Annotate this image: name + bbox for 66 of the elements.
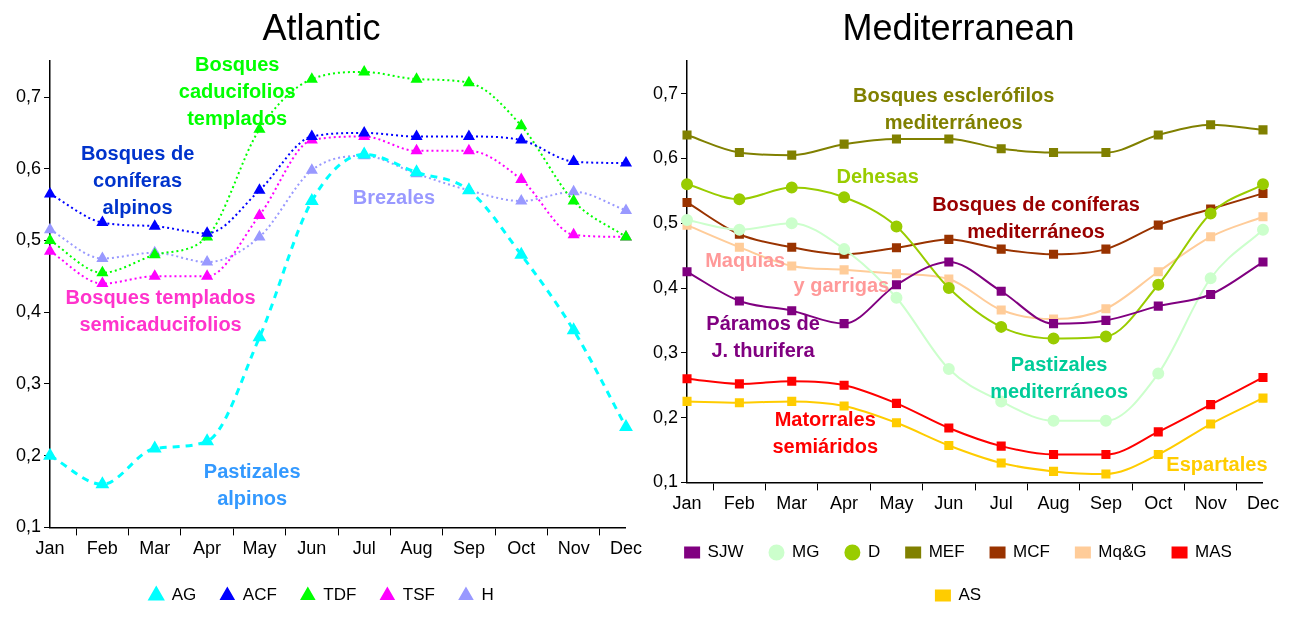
chart-title: Atlantic xyxy=(262,6,381,48)
x-tick-label: Jan xyxy=(672,493,702,514)
y-tick-label: 0,5 xyxy=(652,212,679,233)
legend-label: MCF xyxy=(1013,542,1050,562)
y-tick-label: 0,3 xyxy=(15,372,42,393)
annotation: Dehesas xyxy=(836,165,919,188)
annotation: Pastizales alpinos xyxy=(203,459,301,509)
annotation: Espartales xyxy=(1166,452,1268,475)
y-tick-label: 0,4 xyxy=(15,301,42,322)
legend-label: MEF xyxy=(928,542,965,562)
chart-title: Mediterranean xyxy=(842,6,1075,48)
legend-label: AG xyxy=(171,585,197,605)
x-tick-label: Apr xyxy=(193,538,222,559)
x-tick-label: Jun xyxy=(934,493,964,514)
x-tick-label: Jul xyxy=(989,493,1013,514)
x-tick-label: Nov xyxy=(1194,493,1227,514)
legend-label: AS xyxy=(958,585,982,605)
x-tick-label: Mar xyxy=(139,538,171,559)
x-tick-label: May xyxy=(879,493,914,514)
y-tick-label: 0,3 xyxy=(652,341,679,362)
x-tick-label: Nov xyxy=(557,538,590,559)
annotation: Bosques de coníferas mediterráneos xyxy=(932,193,1140,243)
annotation: Pastizales mediterráneos xyxy=(990,353,1129,403)
y-tick-label: 0,7 xyxy=(15,86,42,107)
legend-label: MG xyxy=(792,542,820,562)
legend-label: MAS xyxy=(1195,542,1232,562)
x-tick-label: Feb xyxy=(86,538,118,559)
x-tick-label: Oct xyxy=(1144,493,1173,514)
x-tick-label: Dec xyxy=(1246,493,1279,514)
x-tick-label: Aug xyxy=(400,538,433,559)
annotation: Bosques caducifolios templados xyxy=(178,53,296,130)
y-tick-label: 0,2 xyxy=(15,444,42,465)
x-tick-label: Jul xyxy=(352,538,376,559)
y-tick-label: 0,4 xyxy=(652,276,679,297)
x-tick-label: Apr xyxy=(830,493,859,514)
annotation: y garrigas xyxy=(793,274,890,297)
x-tick-label: Jan xyxy=(35,538,65,559)
x-tick-label: Feb xyxy=(723,493,755,514)
legend-label: TDF xyxy=(323,585,357,605)
x-tick-label: Sep xyxy=(452,538,485,559)
annotation: Bosques esclerófilos mediterráneos xyxy=(853,84,1055,134)
x-tick-label: Aug xyxy=(1037,493,1070,514)
x-tick-label: Sep xyxy=(1089,493,1122,514)
y-tick-label: 0,6 xyxy=(652,147,679,168)
y-tick-label: 0,2 xyxy=(652,406,679,427)
x-tick-label: Jun xyxy=(297,538,327,559)
legend-label: Mq&G xyxy=(1098,542,1147,562)
legend-label: D xyxy=(867,542,881,562)
annotation: Bosques templados semicaducifolios xyxy=(65,286,256,336)
y-tick-label: 0,6 xyxy=(15,157,42,178)
annotation: Páramos de J. thurifera xyxy=(706,311,820,361)
y-tick-label: 0,5 xyxy=(15,229,42,250)
legend-label: TSF xyxy=(402,585,435,605)
annotation: Matorrales semiáridos xyxy=(772,408,879,458)
y-tick-label: 0,7 xyxy=(652,82,679,103)
x-tick-label: Dec xyxy=(609,538,642,559)
annotation: Brezales xyxy=(352,186,436,209)
legend-label: H xyxy=(481,585,494,605)
x-tick-label: Mar xyxy=(776,493,808,514)
legend-label: ACF xyxy=(242,585,277,605)
x-tick-label: Oct xyxy=(507,538,536,559)
annotation: Bosques de coníferas alpinos xyxy=(80,141,195,218)
legend-label: SJW xyxy=(707,542,744,562)
x-tick-label: May xyxy=(242,538,277,559)
y-tick-label: 0,1 xyxy=(652,471,679,492)
y-tick-label: 0,1 xyxy=(15,516,42,537)
